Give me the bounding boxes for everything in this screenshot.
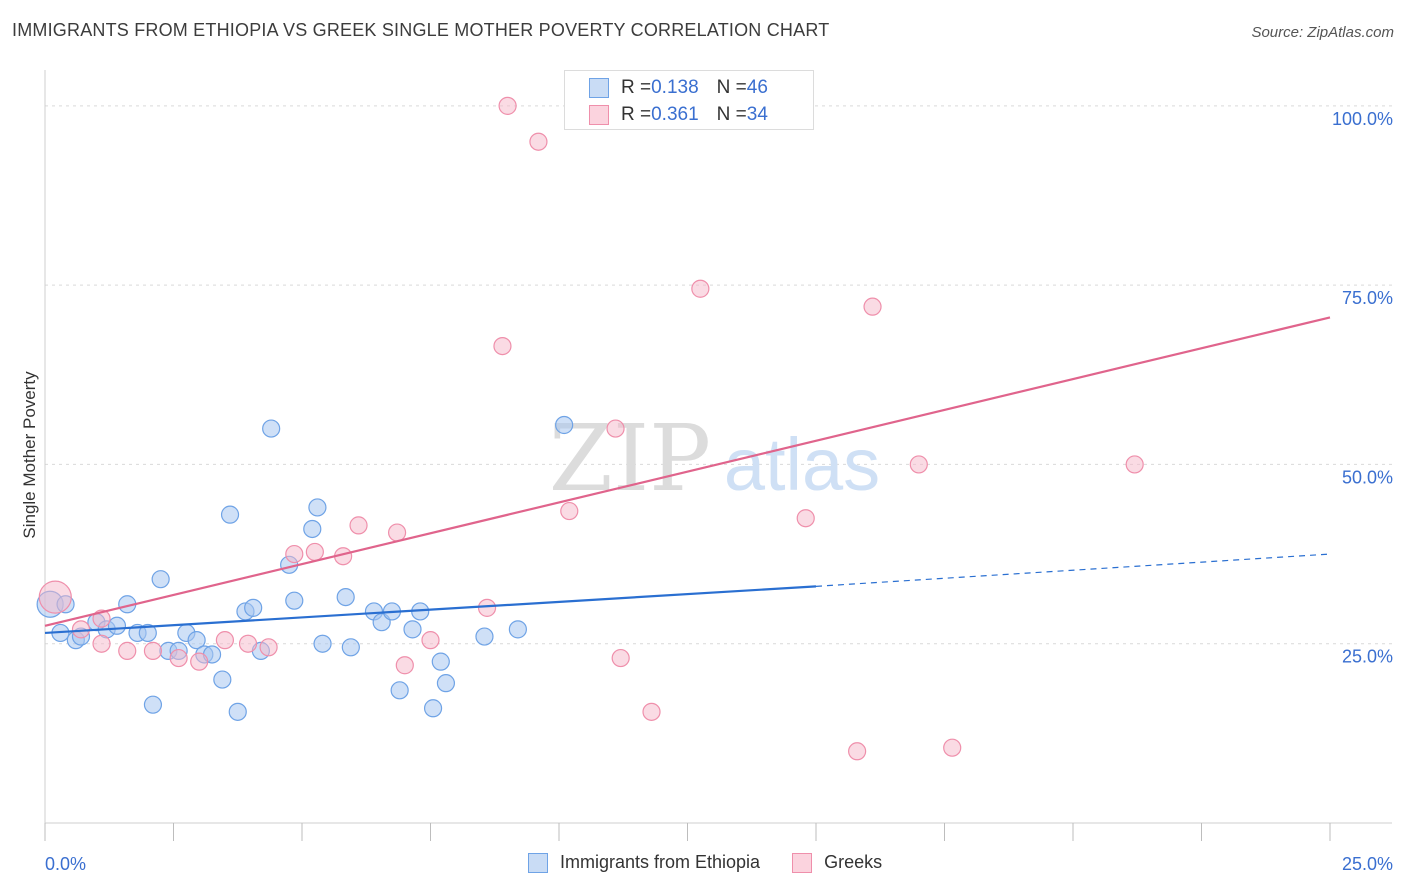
data-point-greeks [642,702,661,721]
data-point-greeks [477,598,497,617]
data-point-greeks [498,96,517,115]
data-point-greeks [909,455,928,474]
data-point-greeks [611,648,630,668]
data-point-ethiopia [220,505,240,524]
y-tick-label: 50.0% [1342,467,1393,487]
data-point-ethiopia [138,623,157,643]
data-point-ethiopia [228,702,247,721]
watermark-zip: ZIP [549,405,711,512]
data-point-ethiopia [187,631,206,650]
series-ethiopia [36,415,574,721]
data-point-ethiopia [151,570,170,589]
data-point-greeks [560,501,579,521]
data-point-ethiopia [390,681,409,700]
data-point-greeks [691,279,710,298]
data-point-ethiopia [475,627,494,646]
data-point-greeks [848,742,867,761]
data-point-greeks [943,738,962,757]
data-point-greeks [493,337,512,356]
data-point-ethiopia [213,670,232,689]
series-greeks [38,96,1144,761]
legend-swatch-blue [589,78,609,98]
data-point-ethiopia [262,419,281,438]
n-label: N = [716,77,747,98]
y-tick-labels: 25.0% 50.0% 75.0% 100.0% [1332,109,1393,667]
legend-swatch-pink [589,105,609,125]
chart-title: IMMIGRANTS FROM ETHIOPIA VS GREEK SINGLE… [12,20,830,40]
data-point-greeks [606,419,625,438]
x-tick-labels: 0.0% 25.0% [45,854,1393,874]
n-value: 34 [746,104,768,125]
data-point-ethiopia [308,498,327,517]
y-tick-label: 100.0% [1332,109,1393,129]
data-point-ethiopia [303,519,322,539]
trend-lines [44,316,1331,635]
trend-line-ethiopia-extension [815,553,1331,587]
x-tick-label: 25.0% [1342,854,1393,874]
legend-item-ethiopia[interactable]: Immigrants from Ethiopia [528,852,760,873]
data-point-greeks [118,641,137,660]
legend-label: Greeks [824,852,883,872]
data-point-greeks [285,544,304,564]
data-point-greeks [169,648,188,668]
r-label: R = [621,104,652,125]
r-label: R = [621,77,652,98]
data-point-greeks [421,631,440,650]
data-point-greeks [143,641,163,660]
data-point-greeks [190,652,209,671]
axes [44,70,1392,841]
data-point-greeks [238,634,258,653]
data-point-ethiopia [143,695,163,714]
data-point-greeks [395,656,414,675]
data-point-greeks [349,516,368,535]
legend-item-greeks[interactable]: Greeks [792,852,882,873]
legend: Immigrants from Ethiopia Greeks [528,852,914,873]
data-point-ethiopia [403,620,422,639]
data-point-greeks [215,631,234,650]
watermark-atlas: atlas [724,423,880,506]
data-point-greeks [863,297,882,316]
data-point-greeks [796,509,815,528]
data-point-greeks [1125,455,1144,474]
x-tick-label: 0.0% [45,854,86,874]
r-value: 0.361 [651,104,699,125]
source-label: Source: ZipAtlas.com [1251,24,1394,41]
data-point-ethiopia [423,699,443,718]
watermark: ZIP atlas [549,405,880,512]
y-tick-label: 75.0% [1342,288,1393,308]
n-value: 46 [746,77,768,98]
data-point-ethiopia [313,634,332,653]
data-point-ethiopia [244,598,263,617]
data-point-greeks [38,580,72,614]
data-point-ethiopia [341,638,360,657]
data-point-ethiopia [431,652,450,671]
legend-label: Immigrants from Ethiopia [560,852,761,872]
correlation-box: R = 0.138 N = 46 R = 0.361 N = 34 [564,70,814,130]
data-point-greeks [305,542,324,562]
data-point-greeks [387,523,407,542]
trend-line-greeks [44,316,1331,627]
data-point-ethiopia [107,616,127,635]
data-point-greeks [92,634,111,653]
trend-line-ethiopia [44,585,817,635]
data-point-greeks [259,638,278,657]
n-label: N = [716,104,747,125]
data-point-ethiopia [508,620,527,639]
legend-swatch-pink [792,852,813,873]
y-axis-label: Single Mother Poverty [20,371,39,539]
data-point-ethiopia [436,674,456,693]
y-tick-label: 25.0% [1342,647,1393,667]
data-point-ethiopia [555,415,574,435]
data-point-ethiopia [336,587,355,607]
correlation-row-ethiopia: R = 0.138 N = 46 [589,77,768,99]
data-point-ethiopia [285,591,304,610]
legend-swatch-blue [528,852,548,873]
data-point-greeks [529,132,548,151]
r-value: 0.138 [651,77,699,98]
correlation-row-greeks: R = 0.361 N = 34 [589,104,768,126]
